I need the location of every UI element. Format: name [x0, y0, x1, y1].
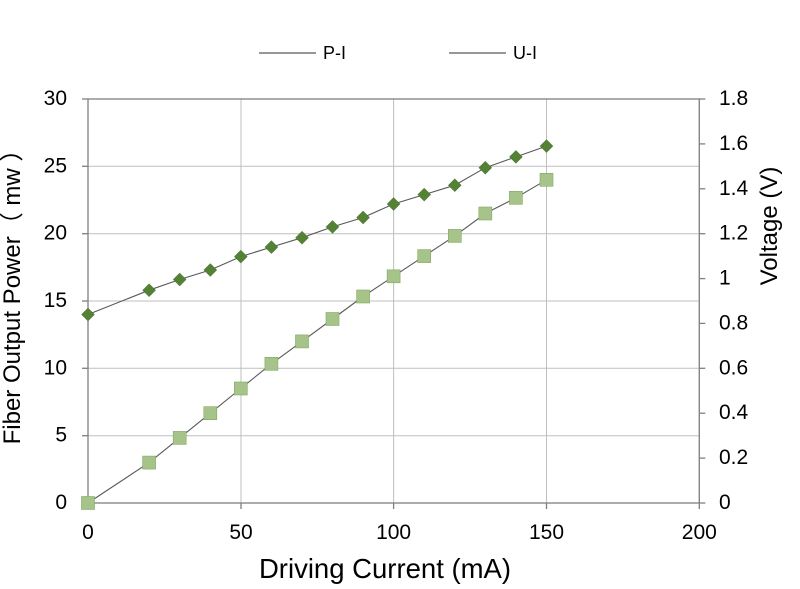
svg-text:5: 5	[55, 424, 67, 447]
svg-text:0.8: 0.8	[719, 311, 748, 334]
svg-text:0.2: 0.2	[719, 446, 748, 469]
svg-text:10: 10	[44, 356, 67, 379]
svg-text:1.6: 1.6	[719, 132, 748, 155]
svg-text:15: 15	[44, 289, 67, 312]
svg-text:Voltage (V): Voltage (V)	[756, 167, 783, 286]
svg-text:1.8: 1.8	[719, 87, 748, 110]
svg-text:0: 0	[82, 521, 94, 544]
svg-text:0: 0	[719, 491, 731, 514]
svg-text:0.6: 0.6	[719, 356, 748, 379]
svg-text:150: 150	[529, 521, 564, 544]
svg-text:U-I: U-I	[513, 43, 537, 63]
svg-text:Driving Current (mA): Driving Current (mA)	[259, 553, 511, 584]
svg-text:P-I: P-I	[323, 43, 346, 63]
svg-text:20: 20	[44, 222, 67, 245]
svg-text:0.4: 0.4	[719, 401, 749, 424]
svg-text:1.4: 1.4	[719, 177, 749, 200]
svg-text:25: 25	[44, 154, 67, 177]
svg-text:200: 200	[682, 521, 717, 544]
svg-text:50: 50	[229, 521, 252, 544]
svg-text:30: 30	[44, 87, 67, 110]
svg-text:100: 100	[376, 521, 411, 544]
svg-text:1: 1	[719, 267, 731, 290]
svg-text:0: 0	[55, 491, 67, 514]
svg-text:Fiber Output Power（ mw ）: Fiber Output Power（ mw ）	[0, 138, 26, 445]
svg-text:1.2: 1.2	[719, 222, 748, 245]
